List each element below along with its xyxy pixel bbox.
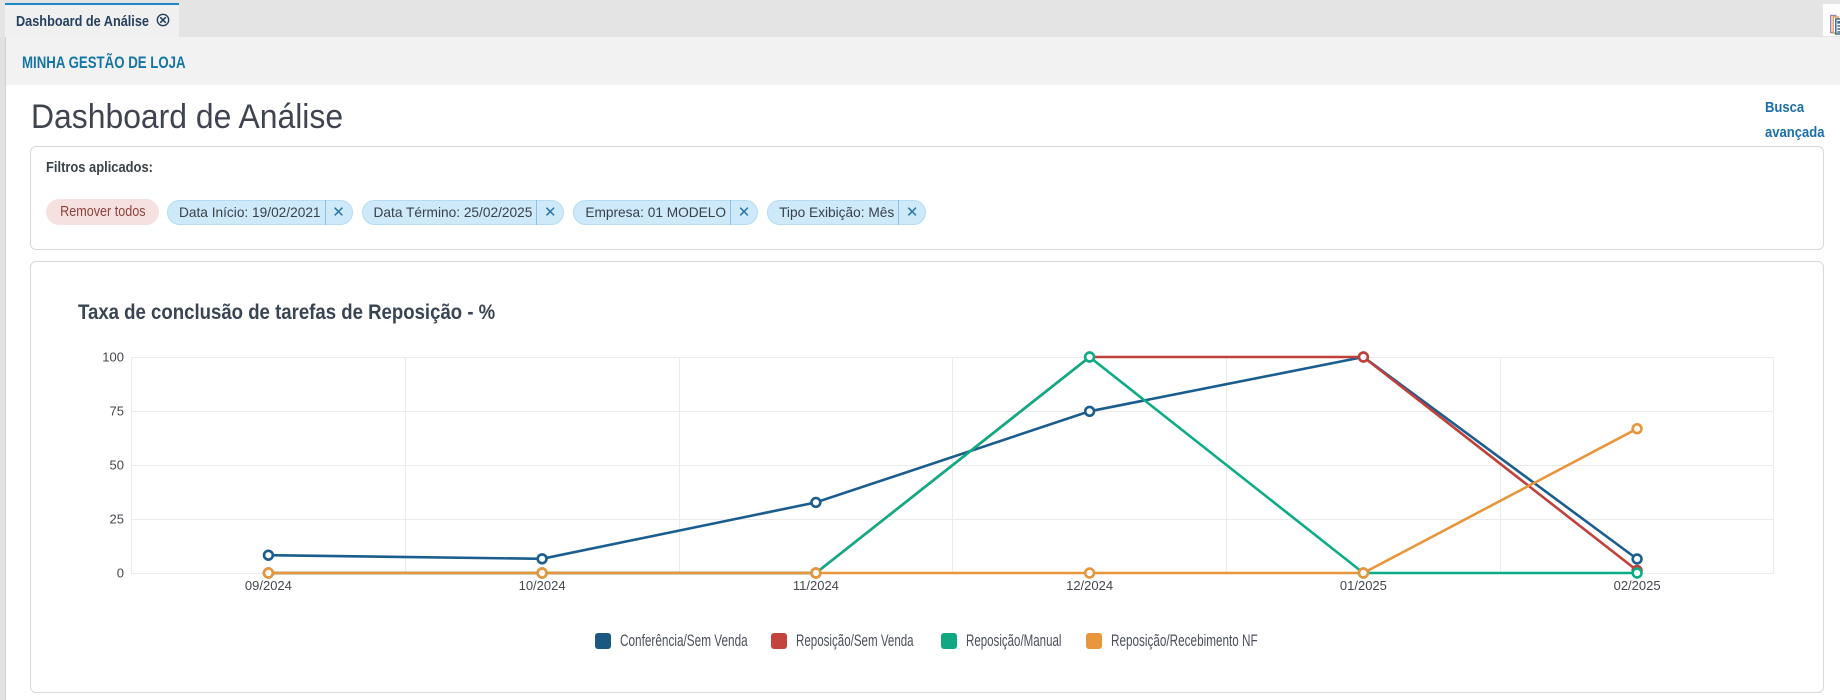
svg-text:09/2024: 09/2024 [245, 578, 292, 593]
svg-text:25: 25 [110, 512, 124, 527]
svg-text:11/2024: 11/2024 [793, 578, 839, 593]
svg-text:0: 0 [117, 566, 124, 581]
svg-text:50: 50 [110, 458, 124, 473]
svg-text:10/2024: 10/2024 [519, 578, 566, 593]
svg-text:75: 75 [110, 404, 124, 419]
svg-text:02/2025: 02/2025 [1614, 578, 1661, 593]
svg-text:100: 100 [102, 350, 124, 365]
svg-text:01/2025: 01/2025 [1340, 578, 1387, 593]
svg-text:12/2024: 12/2024 [1066, 578, 1113, 593]
